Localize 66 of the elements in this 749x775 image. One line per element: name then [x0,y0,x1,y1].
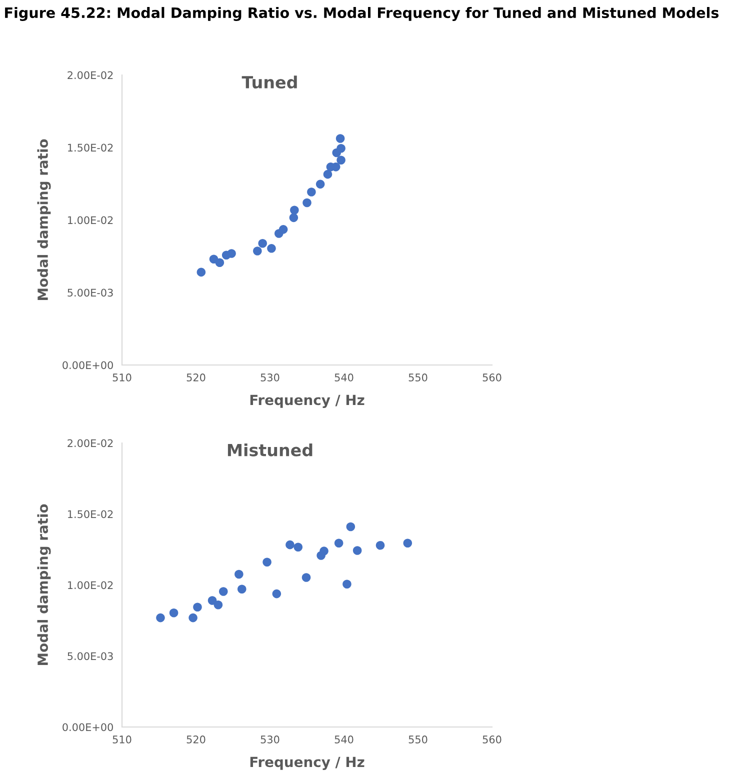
point [227,249,236,258]
point [289,213,298,222]
point [218,587,228,596]
point [267,244,276,253]
y-tick-label: 1.00E-02 [68,216,113,224]
y-tick-label: 2.00E-02 [68,71,113,80]
point [290,206,299,215]
point [234,570,244,579]
point [237,584,246,594]
point [336,134,345,143]
x-axis-title: Frequency / Hz [250,756,364,770]
caption: Figure 45.22: Modal Damping Ratio vs. Modal Frequency for Tuned and Mistuned Models [5,7,719,21]
chart-title: Tuned [242,76,297,89]
y-tick-label: 5.00E-03 [68,288,113,297]
x-tick-label: 530 [260,736,280,744]
point [334,538,344,548]
x-tick-label: 540 [334,374,354,382]
point [215,258,224,268]
point [262,558,272,567]
x-tick-label: 520 [186,736,206,744]
x-tick-label: 550 [408,374,428,382]
x-tick-label: 540 [334,736,354,744]
point [302,573,311,582]
point [193,602,202,612]
y-tick-label: 1.50E-02 [68,144,113,152]
point [258,238,267,248]
y-tick-label: 1.50E-02 [68,510,113,518]
y-tick-label: 1.00E-02 [68,581,113,590]
x-tick-label: 530 [260,374,280,382]
point [156,613,165,622]
y-axis-title: Modal damping ratio [37,139,51,300]
point [278,225,288,234]
point [253,246,262,256]
point [307,188,316,196]
point [403,538,412,548]
point [169,608,178,618]
x-tick-label: 560 [482,374,502,382]
point [302,198,312,208]
point [316,180,325,189]
x-axis-title: Frequency / Hz [250,394,364,408]
point [196,268,206,277]
y-tick-label: 0.00E+00 [62,361,113,370]
x-tick-label: 510 [112,374,132,382]
x-tick-label: 550 [408,736,428,744]
point [336,156,346,165]
x-tick-label: 510 [112,736,132,744]
point [294,542,303,552]
point [286,540,294,550]
y-tick-label: 0.00E+00 [62,723,113,732]
x-tick-label: 520 [186,374,206,382]
point [214,600,223,610]
point [346,522,356,532]
point [272,589,282,598]
chart-title: Mistuned [228,443,312,456]
x-tick-label: 560 [482,736,502,744]
y-axis-title: Modal damping ratio [37,504,51,666]
point [320,546,328,556]
point [208,596,217,605]
point [342,580,352,589]
point [188,613,198,622]
point [336,144,346,153]
y-tick-label: 5.00E-03 [68,652,113,660]
point [323,170,332,179]
point [376,540,385,550]
y-tick-label: 2.00E-02 [68,439,113,448]
point [352,546,362,555]
